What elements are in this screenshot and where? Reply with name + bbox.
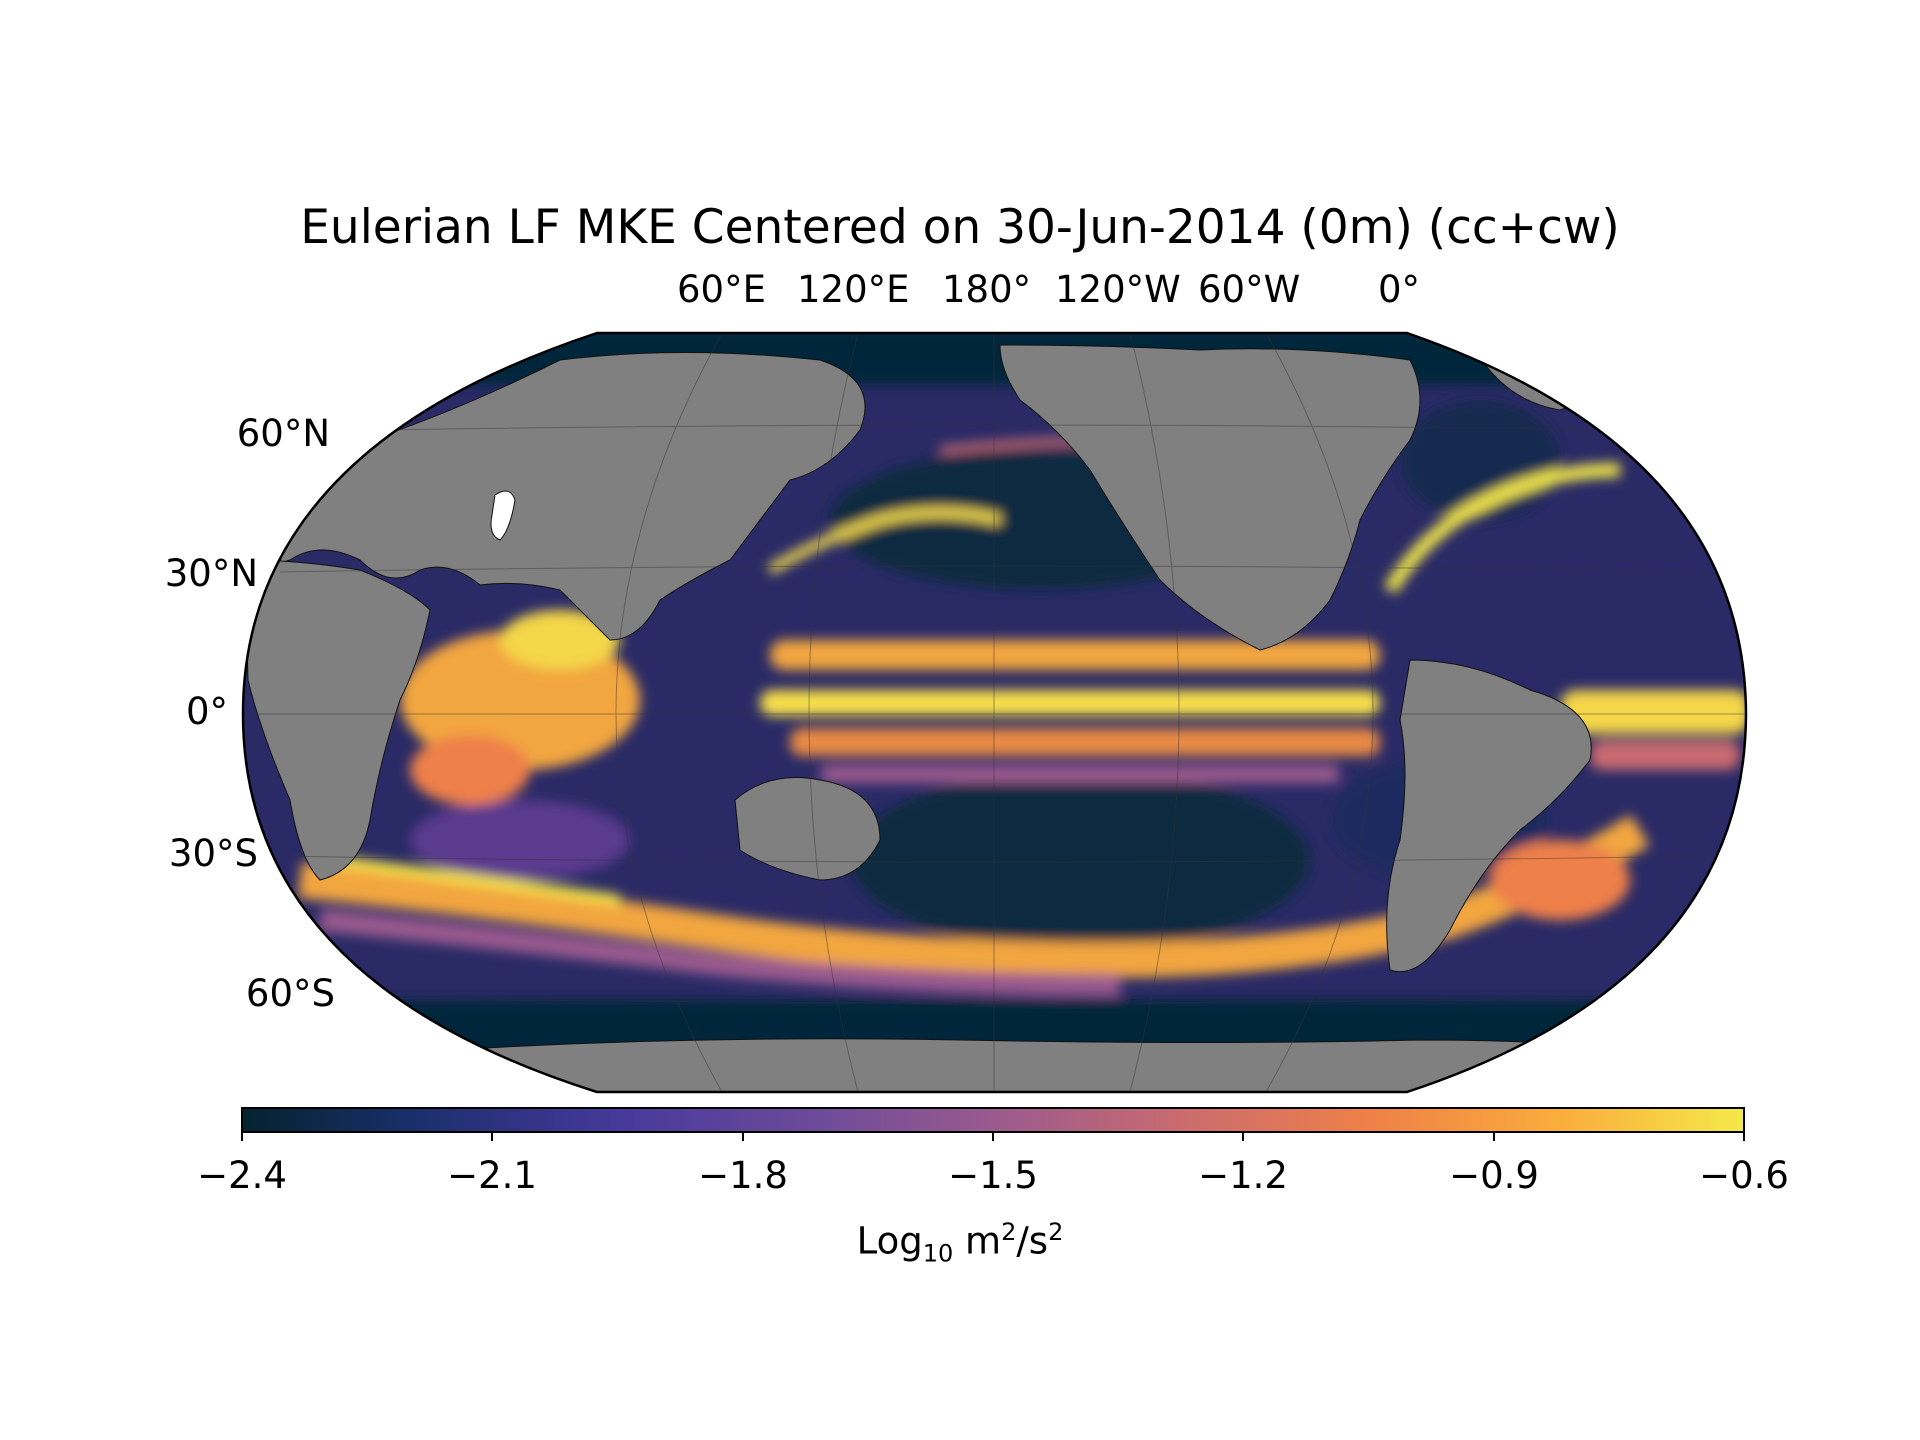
map-title: Eulerian LF MKE Centered on 30-Jun-2014 …: [300, 200, 1620, 255]
lon-label-0: 0°: [1378, 268, 1421, 311]
colorbar-tick-label: −1.2: [1198, 1154, 1288, 1197]
colorbar: [241, 1107, 1745, 1133]
lon-label-60e: 60°E: [677, 268, 766, 311]
colorbar-tick-label: −1.8: [698, 1154, 788, 1197]
lon-label-60w: 60°W: [1198, 268, 1301, 311]
map-body: [243, 333, 1746, 1092]
lat-label-60n: 60°N: [236, 412, 330, 455]
caspian-sea: [490, 490, 516, 541]
gridlines: [243, 333, 1746, 1092]
land: [244, 337, 1701, 1092]
lon-label-180: 180°: [942, 268, 1032, 311]
lon-label-120e: 120°E: [797, 268, 910, 311]
lat-label-30n: 30°N: [164, 552, 258, 595]
colorbar-tick-label: −2.4: [197, 1154, 287, 1197]
colorbar-tick-label: −2.1: [447, 1154, 537, 1197]
map-frame: [241, 331, 1748, 1094]
lat-label-60s: 60°S: [245, 972, 335, 1015]
colorbar-label: Log10 m2/s2: [856, 1218, 1064, 1268]
colorbar-ticks: [241, 1132, 1745, 1141]
colorbar-tick-label: −1.5: [948, 1154, 1038, 1197]
colorbar-tick-label: −0.6: [1699, 1154, 1789, 1197]
lon-label-120w: 120°W: [1055, 268, 1181, 311]
lat-label-30s: 30°S: [168, 832, 258, 875]
lat-label-0: 0°: [185, 690, 228, 733]
colorbar-tick-label: −0.9: [1449, 1154, 1539, 1197]
